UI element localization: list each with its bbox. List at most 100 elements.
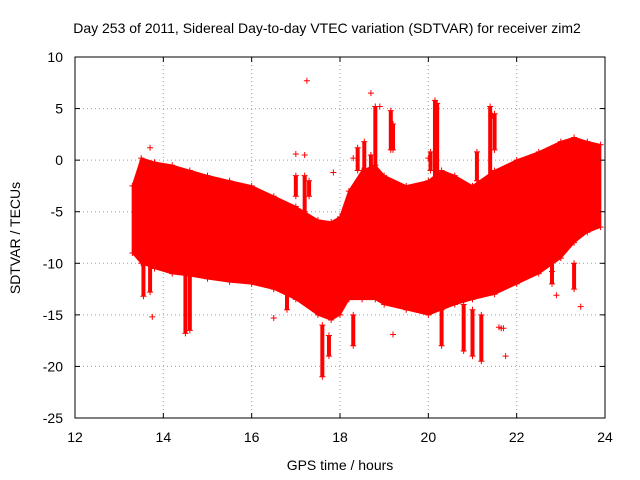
spike-end-point [438, 342, 445, 349]
outlier-point [350, 155, 357, 162]
lower-edge-point [226, 278, 233, 285]
outlier-point [292, 150, 299, 157]
lower-edge-point [314, 311, 321, 318]
spike-end-point [182, 330, 189, 337]
spike-end-point [460, 301, 467, 308]
spike-end-point [560, 198, 567, 205]
lower-edge-point [557, 255, 564, 262]
y-tick-label: -25 [43, 410, 63, 426]
upper-edge-point [597, 141, 604, 148]
x-tick-label: 22 [509, 429, 525, 445]
upper-edge-point [451, 172, 458, 179]
spike-end-point [487, 177, 494, 184]
outlier-point [549, 268, 555, 275]
spike-end-point [478, 358, 485, 365]
spike-end-point [473, 177, 480, 184]
upper-edge-point [584, 138, 591, 145]
spike-end-point [140, 293, 147, 300]
outlier-point [502, 353, 509, 360]
spike-end-point [549, 255, 555, 262]
spike-end-point [147, 289, 154, 296]
spike-end-point [350, 342, 357, 349]
chart-title: Day 253 of 2011, Sidereal Day-to-day VTE… [73, 20, 581, 36]
spike-end-point [460, 347, 467, 354]
spike-end-point [469, 306, 476, 313]
spike-end-point [372, 167, 379, 174]
outlier-point [489, 112, 496, 119]
lower-edge-point [491, 291, 498, 298]
spike-end-point [387, 107, 394, 114]
outlier-point [270, 314, 277, 321]
spike-end-point [473, 148, 480, 155]
y-axis-label: SDTVAR / TECUs [7, 182, 23, 294]
spike-end-point [367, 188, 374, 195]
upper-edge-point [138, 155, 145, 162]
spike-end-point [186, 270, 193, 277]
upper-edge-point [345, 188, 352, 195]
x-tick-label: 16 [244, 429, 260, 445]
spike-end-point [292, 172, 299, 179]
spike-end-point [284, 286, 290, 293]
lower-edge-point [151, 265, 158, 272]
spike-end-point [487, 103, 494, 110]
x-tick-label: 24 [597, 429, 613, 445]
upper-edge-point [535, 148, 542, 155]
lower-edge-point [270, 286, 277, 293]
spike-end-point [438, 301, 445, 308]
lower-edge-point [204, 275, 211, 282]
spike-end-point [491, 146, 498, 153]
x-tick-label: 20 [421, 429, 437, 445]
spike-end-point [434, 177, 441, 184]
y-tick-label: -15 [43, 307, 63, 323]
upper-edge-point [381, 172, 388, 179]
upper-edge-point [491, 167, 498, 174]
x-tick-label: 14 [156, 429, 172, 445]
spike-end-point [301, 208, 308, 215]
spike-end-point [560, 229, 567, 236]
y-tick-label: -20 [43, 358, 63, 374]
outlier-point [500, 325, 507, 332]
lower-edge-point [372, 296, 379, 303]
outlier-point [147, 144, 154, 151]
outlier-point [301, 151, 308, 158]
outlier-point [496, 324, 502, 331]
spike-end-point [147, 260, 154, 267]
spike-end-point [306, 177, 313, 184]
upper-edge-point [571, 134, 578, 141]
lower-edge-point [597, 224, 604, 231]
outlier-point [149, 313, 156, 320]
upper-edge-point [151, 159, 158, 166]
spike-end-point [325, 353, 332, 360]
upper-edge-point [314, 216, 321, 223]
tick-layer: 12 14 16 18 20 22 24 10 5 0 -5 -10 -15 -20 -25 [43, 49, 613, 445]
upper-edge-point [204, 172, 211, 179]
y-tick-label: -5 [51, 204, 64, 220]
upper-edge-point [292, 203, 299, 210]
x-axis-label: GPS time / hours [287, 457, 394, 473]
spike-end-point [319, 322, 326, 329]
upper-edge-point [425, 177, 432, 184]
spike-end-point [301, 172, 308, 179]
lower-edge-point [337, 311, 343, 318]
lower-edge-point [425, 311, 432, 318]
spike-end-point [325, 332, 332, 339]
spike-end-point [571, 286, 578, 293]
spike-end-point [350, 311, 357, 318]
spike-end-point [431, 188, 438, 195]
outlier-point [553, 292, 560, 299]
spike-end-point [186, 327, 193, 334]
upper-edge-point [129, 182, 136, 189]
upper-edge-point [328, 219, 335, 226]
upper-edge-point [337, 213, 343, 220]
spike-end-point [431, 97, 438, 104]
lower-edge-point [381, 301, 388, 308]
spike-end-point [354, 167, 361, 174]
lower-edge-point [248, 280, 255, 287]
spike-end-point [306, 193, 313, 200]
spike-end-point [292, 193, 299, 200]
spike-end-point [319, 373, 326, 380]
lower-edge-point [328, 317, 335, 324]
y-tick-label: 5 [55, 101, 63, 117]
lower-edge-point [292, 296, 299, 303]
